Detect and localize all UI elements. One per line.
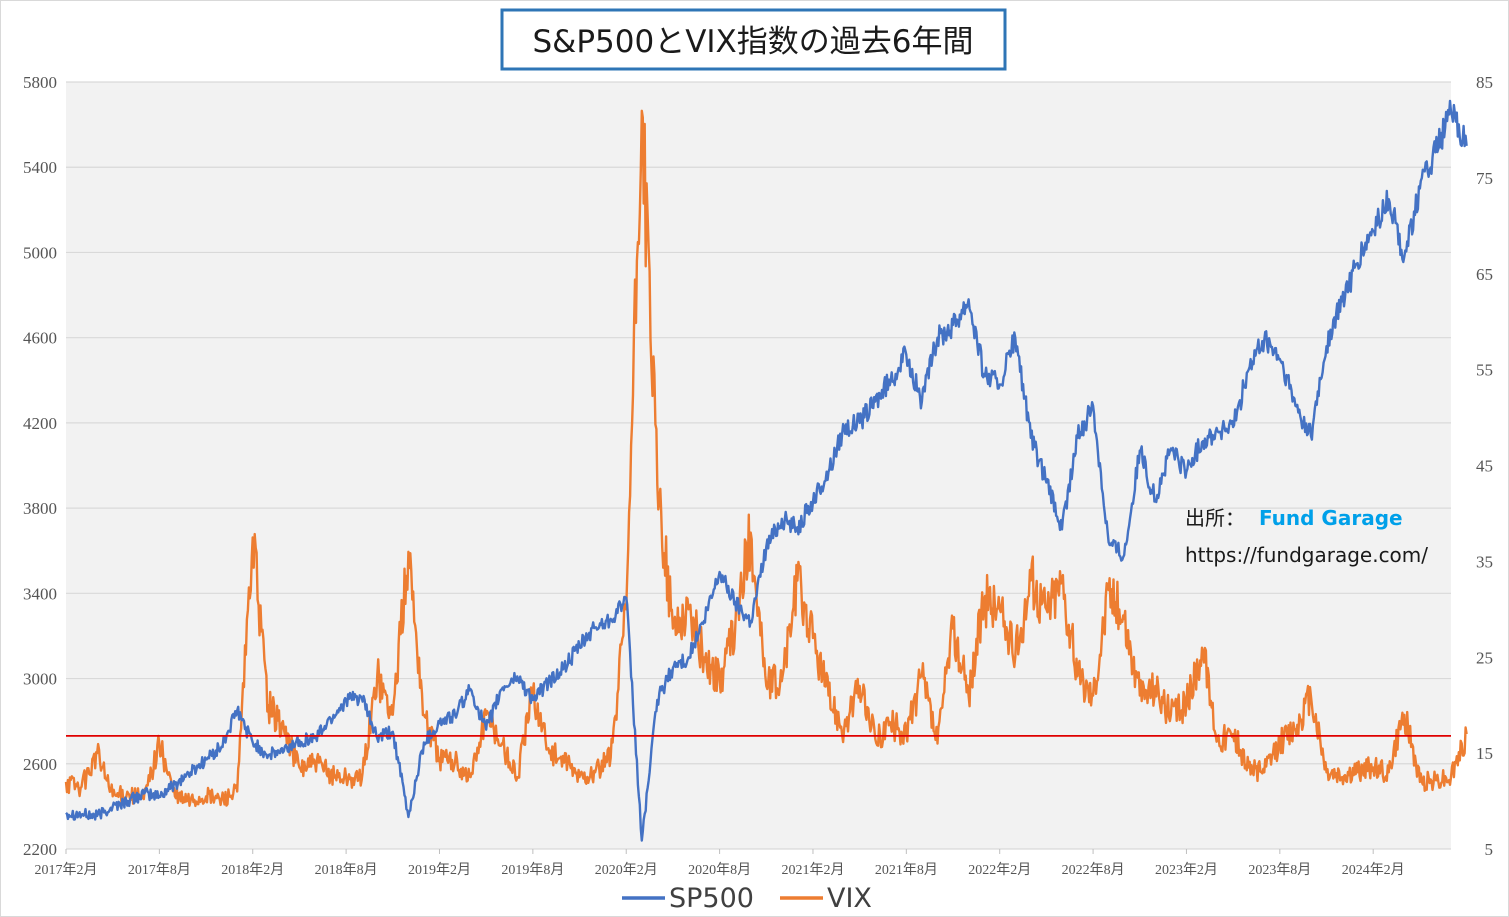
right-tick-label: 55 (1476, 361, 1493, 380)
x-tick-label: 2024年2月 (1342, 862, 1405, 878)
series-line-sp500 (65, 99, 1468, 842)
right-tick-label: 5 (1485, 840, 1494, 859)
x-tick-label: 2018年8月 (315, 862, 378, 878)
left-tick-label: 3400 (23, 584, 57, 603)
left-tick-label: 3000 (23, 670, 57, 689)
gridlines (66, 81, 1451, 850)
chart-title: S&P500とVIX指数の過去6年間 (500, 8, 1007, 71)
chart-title-text: S&P500とVIX指数の過去6年間 (532, 24, 973, 60)
left-tick-label: 5400 (23, 158, 57, 177)
right-tick-label: 15 (1476, 744, 1493, 763)
x-tick-label: 2023年8月 (1248, 862, 1311, 878)
x-tick-label: 2022年2月 (968, 862, 1031, 878)
legend-label-sp500: SP500 (669, 883, 754, 914)
left-tick-label: 5000 (23, 243, 57, 262)
left-tick-label: 3800 (23, 499, 57, 518)
x-tick-label: 2021年2月 (781, 862, 844, 878)
x-tick-label: 2017年2月 (35, 862, 98, 878)
series-line-vix (64, 109, 1468, 808)
series-layer (64, 99, 1468, 842)
x-tick-label: 2020年2月 (595, 862, 658, 878)
x-axis-ticks: 2017年2月 2017年8月 2018年2月 2018年8月 2019年2月 2019年… (35, 849, 1405, 878)
right-tick-label: 65 (1476, 265, 1493, 284)
legend: SP500 VIX (622, 883, 872, 914)
x-tick-label: 2019年8月 (501, 862, 564, 878)
x-tick-label: 2023年2月 (1155, 862, 1218, 878)
x-tick-label: 2019年2月 (408, 862, 471, 878)
plot-area (66, 82, 1451, 849)
right-tick-label: 85 (1476, 73, 1493, 92)
x-tick-label: 2021年8月 (875, 862, 938, 878)
source-annotation: 出所： Fund Garage https://fundgarage.com/ (1185, 506, 1428, 567)
right-tick-label: 35 (1476, 552, 1493, 571)
chart-title-box (500, 8, 1007, 71)
legend-label-vix: VIX (827, 883, 872, 914)
source-url: https://fundgarage.com/ (1185, 543, 1428, 567)
left-tick-label: 4200 (23, 414, 57, 433)
left-tick-label: 4600 (23, 329, 57, 348)
left-tick-label: 2600 (23, 755, 57, 774)
source-label: 出所： (1185, 506, 1245, 530)
right-tick-label: 25 (1476, 648, 1493, 667)
left-tick-label: 2200 (23, 840, 57, 859)
x-tick-label: 2020年8月 (688, 862, 751, 878)
x-tick-label: 2022年8月 (1062, 862, 1125, 878)
right-axis-ticks: 5 15 25 35 45 55 65 75 85 (1476, 73, 1493, 859)
right-tick-label: 75 (1476, 169, 1493, 188)
source-brand: Fund Garage (1259, 506, 1403, 530)
right-tick-label: 45 (1476, 457, 1493, 476)
left-tick-label: 5800 (23, 73, 57, 92)
x-tick-label: 2018年2月 (221, 862, 284, 878)
x-tick-label: 2017年8月 (128, 862, 191, 878)
left-axis-ticks: 2200 2600 3000 3400 3800 4200 4600 5000 5400 5800 (23, 73, 57, 859)
